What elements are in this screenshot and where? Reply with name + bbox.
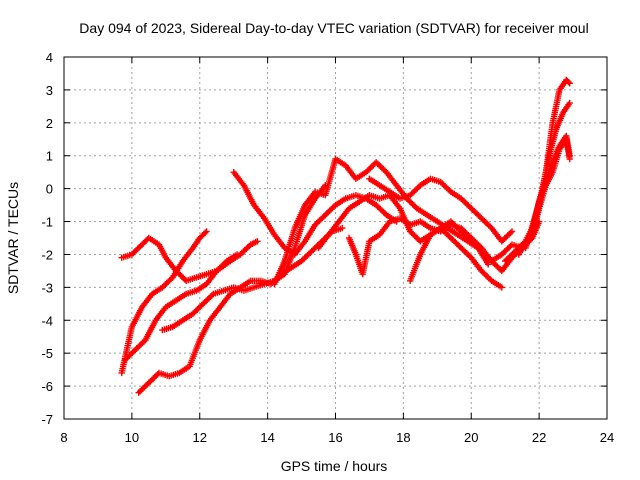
data-layer xyxy=(118,76,573,396)
x-tick-label: 18 xyxy=(396,430,410,445)
y-axis-title: SDTVAR / TECUs xyxy=(5,182,21,294)
y-tick-label: 4 xyxy=(46,50,53,65)
series-track-15 xyxy=(529,136,573,238)
x-tick-label: 22 xyxy=(532,430,546,445)
data-point-markers xyxy=(529,136,573,238)
y-tick-label: 1 xyxy=(46,149,53,164)
data-point-markers xyxy=(230,169,400,258)
y-tick-label: -4 xyxy=(41,313,53,328)
series-track-4 xyxy=(135,224,346,396)
x-tick-label: 24 xyxy=(600,430,614,445)
series-track-9 xyxy=(345,215,526,278)
chart-title: Day 094 of 2023, Sidereal Day-to-day VTE… xyxy=(79,20,588,36)
series-track-6 xyxy=(230,169,400,258)
y-tick-label: -7 xyxy=(41,412,53,427)
y-tick-label: -3 xyxy=(41,280,53,295)
x-tick-label: 16 xyxy=(328,430,342,445)
x-tick-label: 8 xyxy=(60,430,67,445)
y-tick-label: -5 xyxy=(41,346,53,361)
data-point-markers xyxy=(118,228,210,377)
data-point-markers xyxy=(502,76,573,265)
y-tick-label: 3 xyxy=(46,83,53,98)
series-track-12 xyxy=(502,76,573,265)
data-point-markers xyxy=(121,251,241,363)
series-track-2 xyxy=(118,228,210,377)
x-tick-label: 12 xyxy=(193,430,207,445)
x-tick-label: 14 xyxy=(260,430,274,445)
x-tick-label: 20 xyxy=(464,430,478,445)
data-point-markers xyxy=(135,224,346,396)
y-tick-label: -1 xyxy=(41,215,53,230)
y-tick-label: -6 xyxy=(41,379,53,394)
x-axis-title: GPS time / hours xyxy=(281,458,388,474)
series-track-1 xyxy=(118,234,261,284)
series-track-7 xyxy=(271,155,492,288)
data-point-markers xyxy=(366,175,516,245)
y-tick-label: 0 xyxy=(46,182,53,197)
y-tick-label: 2 xyxy=(46,116,53,131)
data-point-markers xyxy=(345,215,526,278)
series-track-10 xyxy=(366,175,516,245)
x-tick-label: 10 xyxy=(125,430,139,445)
data-point-markers xyxy=(271,155,492,288)
data-point-markers xyxy=(515,99,573,258)
y-tick-label: -2 xyxy=(41,247,53,262)
data-point-markers xyxy=(118,234,261,284)
series-track-13 xyxy=(515,99,573,258)
series-track-3 xyxy=(121,251,241,363)
